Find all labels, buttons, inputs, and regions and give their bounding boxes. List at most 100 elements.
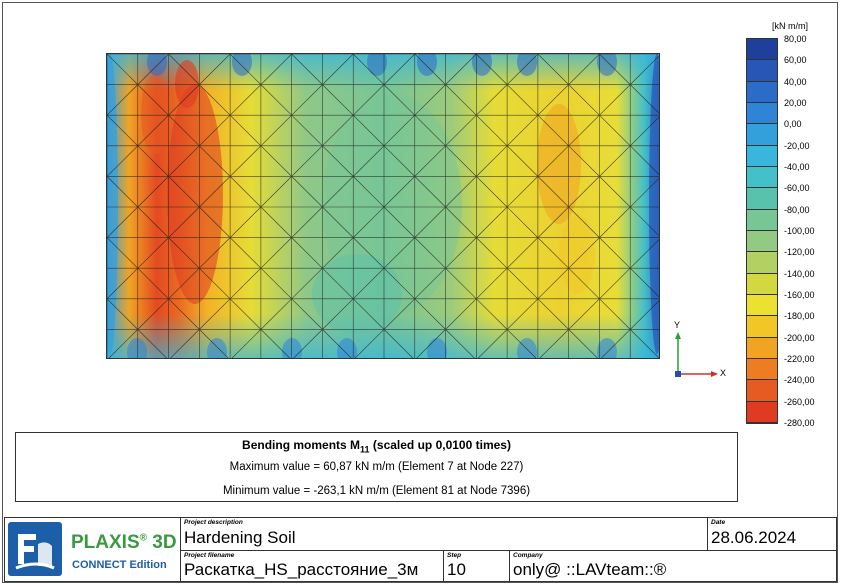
mesh-edge [291, 84, 323, 116]
mesh-edge [383, 206, 415, 238]
mesh-edge [353, 84, 385, 116]
mesh-edge [137, 176, 169, 208]
legend-tick-label: -220,00 [784, 354, 815, 364]
legend-color-band [747, 252, 777, 274]
mesh-edge [291, 206, 323, 238]
mesh-edge [568, 329, 598, 358]
mesh-edge [199, 145, 231, 177]
mesh-edge [168, 84, 200, 116]
mesh-edge [476, 206, 508, 238]
mesh-edge [229, 54, 262, 85]
mesh-edge [168, 267, 200, 300]
legend-color-band [747, 380, 777, 402]
mesh-edge [383, 329, 414, 358]
project-description-cell: Project description Hardening Soil [180, 518, 707, 551]
mesh-edge [260, 145, 292, 177]
legend-tick-label: 40,00 [784, 76, 807, 87]
mesh-edge [383, 114, 415, 147]
mesh-edge [630, 116, 659, 147]
result-title: Bending moments M11 (scaled up 0,0100 ti… [242, 438, 511, 455]
mesh-edge [229, 114, 262, 147]
legend-color-band [747, 81, 777, 103]
axis-x-label: X [720, 368, 727, 378]
title-block: PLAXIS® 3D CONNECT Edition Project descr… [4, 517, 837, 582]
mesh-edge [476, 176, 508, 208]
mesh-edge [537, 237, 569, 269]
mesh-edge [260, 329, 291, 358]
legend-tick-label: -20,00 [784, 140, 810, 151]
mesh-edge [353, 145, 385, 177]
mesh-edge [353, 267, 385, 300]
mesh-edge [476, 298, 508, 330]
mesh-edge [599, 54, 631, 85]
contour-region [537, 104, 581, 224]
mesh-edge [168, 114, 200, 147]
mesh-edge [260, 114, 292, 147]
mesh-edge [537, 54, 569, 85]
mesh-edge [291, 176, 323, 208]
mesh-edge [322, 267, 354, 300]
mesh-edge [293, 329, 323, 358]
mesh-edge [539, 329, 569, 358]
legend-color-band [747, 359, 777, 381]
mesh-edge [231, 329, 262, 358]
mesh-edge [199, 206, 231, 238]
step-cell: Step 10 [443, 551, 509, 581]
mesh-edge [168, 237, 200, 269]
mesh-edge [383, 267, 415, 300]
mesh-edge [260, 54, 292, 85]
legend-color-band [747, 167, 777, 189]
legend-color-band [747, 337, 777, 359]
mesh-edge [199, 237, 231, 269]
legend-tick-label: -120,00 [784, 247, 815, 258]
mesh-edge [199, 298, 231, 330]
mesh-edge [506, 176, 539, 208]
mesh-edge [630, 145, 659, 175]
mesh-edge [353, 206, 385, 238]
mesh-edge [630, 239, 659, 269]
mesh-edge [260, 84, 292, 116]
legend-tick-label: -180,00 [784, 311, 815, 322]
mesh-edge [568, 145, 600, 177]
legend-tick-label: 80,00 [784, 34, 807, 44]
mesh-edge [383, 145, 415, 177]
legend-tick-label: -160,00 [784, 290, 815, 300]
mesh-edge [568, 114, 600, 147]
date-cell: Date 28.06.2024 [707, 518, 836, 551]
mesh-edge [168, 176, 200, 208]
brand-name: PLAXIS® 3D [71, 532, 177, 553]
mesh-edge [229, 176, 262, 208]
mesh-edge [414, 176, 446, 208]
mesh-edge [445, 54, 477, 85]
mesh-edge [568, 176, 600, 208]
legend-tick-label: -140,00 [784, 268, 815, 279]
mesh-edge [229, 267, 262, 300]
mesh-edge [137, 84, 169, 116]
legend-tick-label: -280,00 [784, 418, 815, 428]
mesh-edge [476, 237, 508, 269]
mesh-edge [291, 114, 323, 147]
contour-plot[interactable] [106, 53, 660, 359]
mesh-edge [414, 206, 446, 238]
mesh-edge [568, 237, 600, 269]
mesh-edge [537, 176, 569, 208]
legend-tick-label: 20,00 [784, 98, 807, 108]
mesh-edge [137, 267, 169, 300]
contour-svg [107, 54, 659, 358]
mesh-edge [322, 54, 354, 85]
contour-region [417, 54, 437, 76]
mesh-edge [601, 329, 631, 358]
contour-region [141, 74, 169, 154]
mesh-edge [229, 84, 262, 116]
max-value-line: Maximum value = 60,87 kN m/m (Element 7 … [229, 461, 524, 473]
legend-color-band [747, 316, 777, 338]
mesh-edge [170, 329, 200, 358]
legend-tick-label: 0,00 [784, 119, 802, 130]
mesh-edge [537, 145, 569, 177]
mesh-edge [322, 176, 354, 208]
mesh-edge [107, 54, 138, 85]
mesh-edge [537, 298, 569, 330]
mesh-edge [568, 54, 600, 85]
mesh-edge [599, 298, 631, 330]
contour-region [167, 84, 223, 304]
